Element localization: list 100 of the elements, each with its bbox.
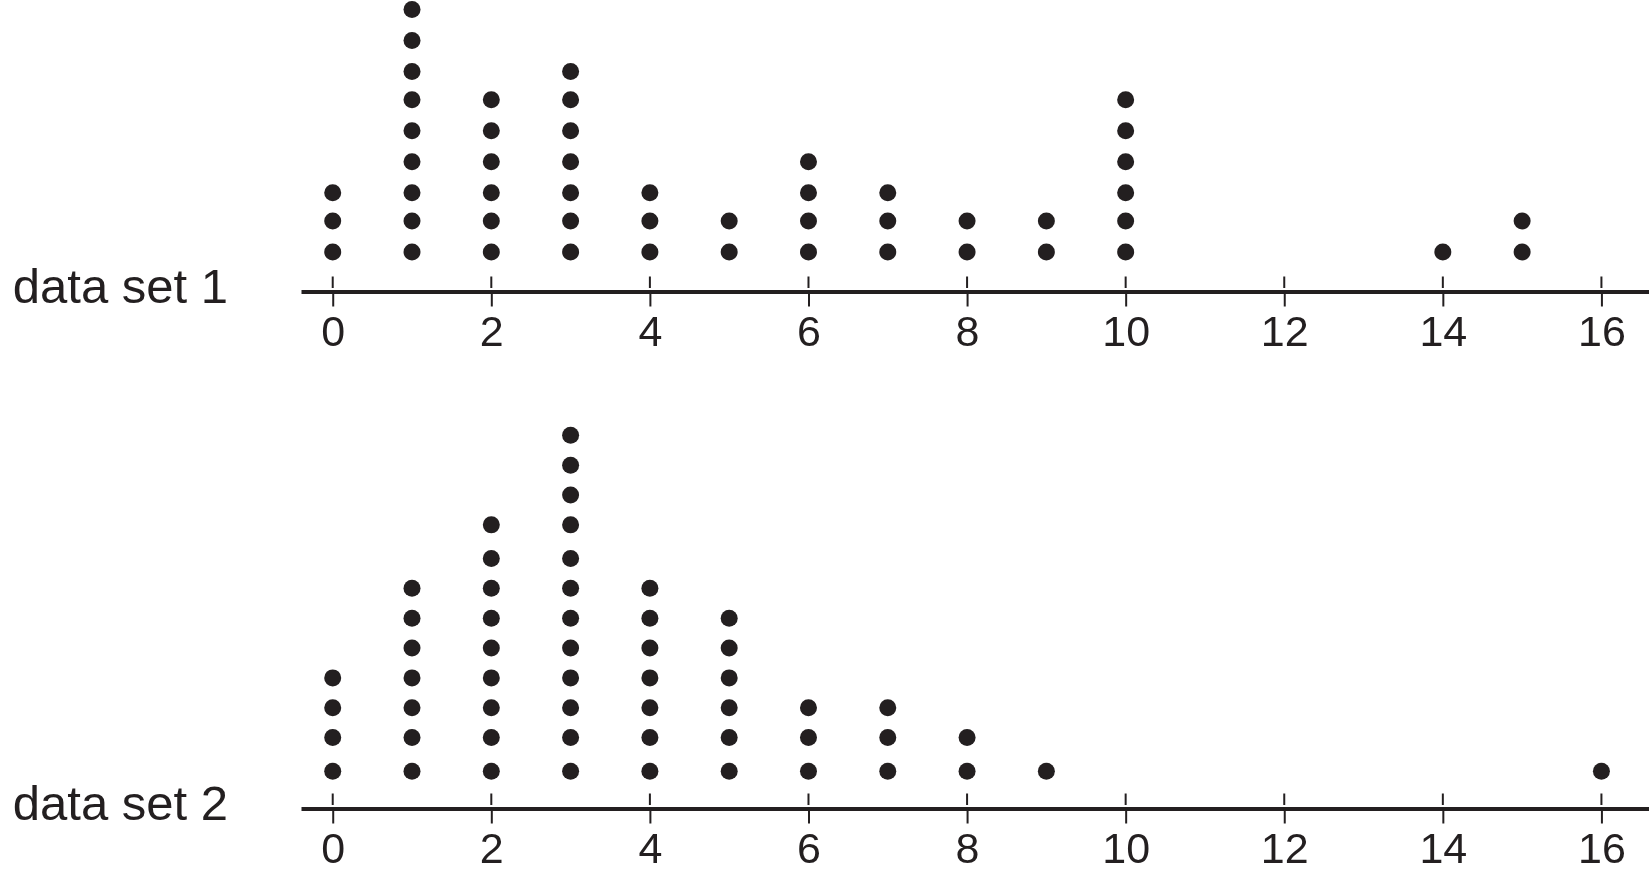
- point: [1117, 91, 1135, 109]
- point: [720, 699, 738, 717]
- point: [403, 32, 421, 50]
- point: [482, 516, 500, 534]
- x-tick-label: 16: [1578, 824, 1626, 873]
- point: [403, 639, 421, 657]
- point: [482, 184, 500, 202]
- point: [879, 212, 897, 230]
- point: [562, 579, 580, 597]
- point: [562, 122, 580, 140]
- point: [482, 669, 500, 687]
- point: [482, 549, 500, 567]
- point: [562, 456, 580, 474]
- point: [324, 762, 342, 780]
- point: [482, 579, 500, 597]
- point: [562, 426, 580, 444]
- x-tick-label: 2: [479, 824, 504, 873]
- point: [482, 729, 500, 747]
- point: [562, 243, 580, 261]
- point: [799, 699, 817, 717]
- point: [720, 609, 738, 627]
- point: [562, 609, 580, 627]
- x-tick-label: 14: [1419, 824, 1468, 873]
- point: [720, 729, 738, 747]
- point: [1117, 184, 1135, 202]
- point: [958, 212, 976, 230]
- point: [1037, 212, 1055, 230]
- x-tick-label: 12: [1260, 824, 1309, 873]
- point: [324, 729, 342, 747]
- point: [1037, 243, 1055, 261]
- point: [482, 243, 500, 261]
- point: [403, 91, 421, 109]
- point: [958, 729, 976, 747]
- point: [403, 122, 421, 140]
- point: [1513, 243, 1531, 261]
- x-tick-label: 10: [1102, 307, 1151, 356]
- point: [562, 639, 580, 657]
- point: [1037, 762, 1055, 780]
- point: [879, 699, 897, 717]
- point: [403, 184, 421, 202]
- point: [641, 699, 659, 717]
- point: [562, 549, 580, 567]
- point: [403, 63, 421, 81]
- point: [641, 669, 659, 687]
- point: [720, 669, 738, 687]
- point: [720, 762, 738, 780]
- x-tick-label: 4: [638, 307, 663, 356]
- point: [403, 699, 421, 717]
- x-tick-label: 0: [321, 307, 346, 356]
- x-tick-label: 14: [1419, 307, 1468, 356]
- point: [403, 243, 421, 261]
- point: [1434, 243, 1452, 261]
- x-tick-label: 2: [479, 307, 504, 356]
- point: [324, 669, 342, 687]
- point: [324, 184, 342, 202]
- point: [482, 122, 500, 140]
- point: [482, 212, 500, 230]
- point: [720, 243, 738, 261]
- point: [562, 729, 580, 747]
- point: [482, 699, 500, 717]
- point: [482, 609, 500, 627]
- y-axis-title: data set 2: [12, 775, 228, 830]
- point: [562, 63, 580, 81]
- point: [879, 729, 897, 747]
- point: [482, 153, 500, 171]
- point: [403, 729, 421, 747]
- point: [1117, 153, 1135, 171]
- point: [641, 243, 659, 261]
- point: [1513, 212, 1531, 230]
- x-tick-label: 8: [955, 824, 980, 873]
- point: [562, 212, 580, 230]
- x-tick-label: 8: [955, 307, 980, 356]
- point: [482, 91, 500, 109]
- point: [403, 669, 421, 687]
- point: [403, 153, 421, 171]
- point: [799, 184, 817, 202]
- x-tick-label: 16: [1578, 307, 1626, 356]
- point: [641, 609, 659, 627]
- point: [562, 516, 580, 534]
- point: [641, 762, 659, 780]
- point: [324, 243, 342, 261]
- point: [799, 153, 817, 171]
- x-tick-label: 10: [1102, 824, 1151, 873]
- point: [1117, 243, 1135, 261]
- point: [799, 729, 817, 747]
- point: [562, 669, 580, 687]
- point: [324, 212, 342, 230]
- point: [879, 243, 897, 261]
- point: [1117, 122, 1135, 140]
- point: [324, 699, 342, 717]
- point: [879, 762, 897, 780]
- point: [958, 762, 976, 780]
- point: [562, 184, 580, 202]
- point: [641, 212, 659, 230]
- point: [562, 91, 580, 109]
- x-tick-label: 0: [321, 824, 346, 873]
- x-tick-label: 6: [797, 307, 821, 356]
- point: [799, 762, 817, 780]
- point: [641, 579, 659, 597]
- point: [720, 639, 738, 657]
